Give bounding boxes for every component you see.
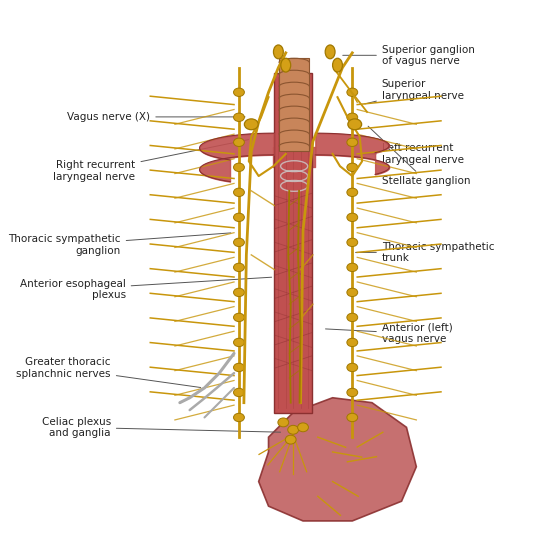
Ellipse shape bbox=[347, 363, 358, 372]
Ellipse shape bbox=[234, 188, 244, 197]
Ellipse shape bbox=[274, 45, 283, 59]
Ellipse shape bbox=[234, 213, 244, 221]
Ellipse shape bbox=[234, 88, 244, 97]
Ellipse shape bbox=[285, 435, 296, 444]
Ellipse shape bbox=[234, 238, 244, 247]
Polygon shape bbox=[259, 398, 416, 521]
Ellipse shape bbox=[234, 389, 244, 397]
Text: Anterior (left)
vagus nerve: Anterior (left) vagus nerve bbox=[325, 323, 452, 344]
Ellipse shape bbox=[234, 288, 244, 297]
Ellipse shape bbox=[347, 338, 358, 347]
Ellipse shape bbox=[234, 338, 244, 347]
Ellipse shape bbox=[278, 418, 289, 427]
Ellipse shape bbox=[347, 389, 358, 397]
Ellipse shape bbox=[234, 113, 244, 121]
Text: Greater thoracic
splanchnic nerves: Greater thoracic splanchnic nerves bbox=[16, 357, 201, 387]
Text: Right recurrent
laryngeal nerve: Right recurrent laryngeal nerve bbox=[53, 140, 249, 182]
Text: Celiac plexus
and ganglia: Celiac plexus and ganglia bbox=[42, 416, 280, 438]
Polygon shape bbox=[274, 73, 312, 413]
Ellipse shape bbox=[347, 238, 358, 247]
Ellipse shape bbox=[348, 119, 362, 130]
Text: Stellate ganglion: Stellate ganglion bbox=[368, 126, 470, 186]
Text: Anterior esophageal
plexus: Anterior esophageal plexus bbox=[20, 277, 271, 300]
Text: Left recurrent
laryngeal nerve: Left recurrent laryngeal nerve bbox=[362, 143, 464, 165]
Ellipse shape bbox=[347, 213, 358, 221]
Ellipse shape bbox=[281, 58, 291, 72]
Ellipse shape bbox=[325, 45, 335, 59]
Ellipse shape bbox=[244, 119, 258, 130]
Ellipse shape bbox=[287, 425, 299, 434]
Text: Thoracic sympathetic
ganglion: Thoracic sympathetic ganglion bbox=[8, 233, 231, 256]
Text: Superior
laryngeal nerve: Superior laryngeal nerve bbox=[365, 79, 464, 104]
Ellipse shape bbox=[234, 138, 244, 146]
Ellipse shape bbox=[297, 423, 309, 432]
Ellipse shape bbox=[332, 58, 342, 72]
Ellipse shape bbox=[347, 263, 358, 272]
Ellipse shape bbox=[347, 138, 358, 146]
Ellipse shape bbox=[347, 113, 358, 121]
Ellipse shape bbox=[234, 413, 244, 421]
Ellipse shape bbox=[347, 163, 358, 172]
Ellipse shape bbox=[347, 88, 358, 97]
Ellipse shape bbox=[347, 288, 358, 297]
Text: Thoracic sympathetic
trunk: Thoracic sympathetic trunk bbox=[356, 241, 495, 263]
Ellipse shape bbox=[347, 413, 358, 421]
Ellipse shape bbox=[234, 363, 244, 372]
Text: Vagus nerve (X): Vagus nerve (X) bbox=[67, 112, 245, 122]
Ellipse shape bbox=[347, 313, 358, 321]
Ellipse shape bbox=[234, 313, 244, 321]
Ellipse shape bbox=[234, 263, 244, 272]
Text: Superior ganglion
of vagus nerve: Superior ganglion of vagus nerve bbox=[343, 45, 475, 66]
Polygon shape bbox=[279, 58, 309, 151]
Ellipse shape bbox=[347, 188, 358, 197]
Ellipse shape bbox=[234, 163, 244, 172]
